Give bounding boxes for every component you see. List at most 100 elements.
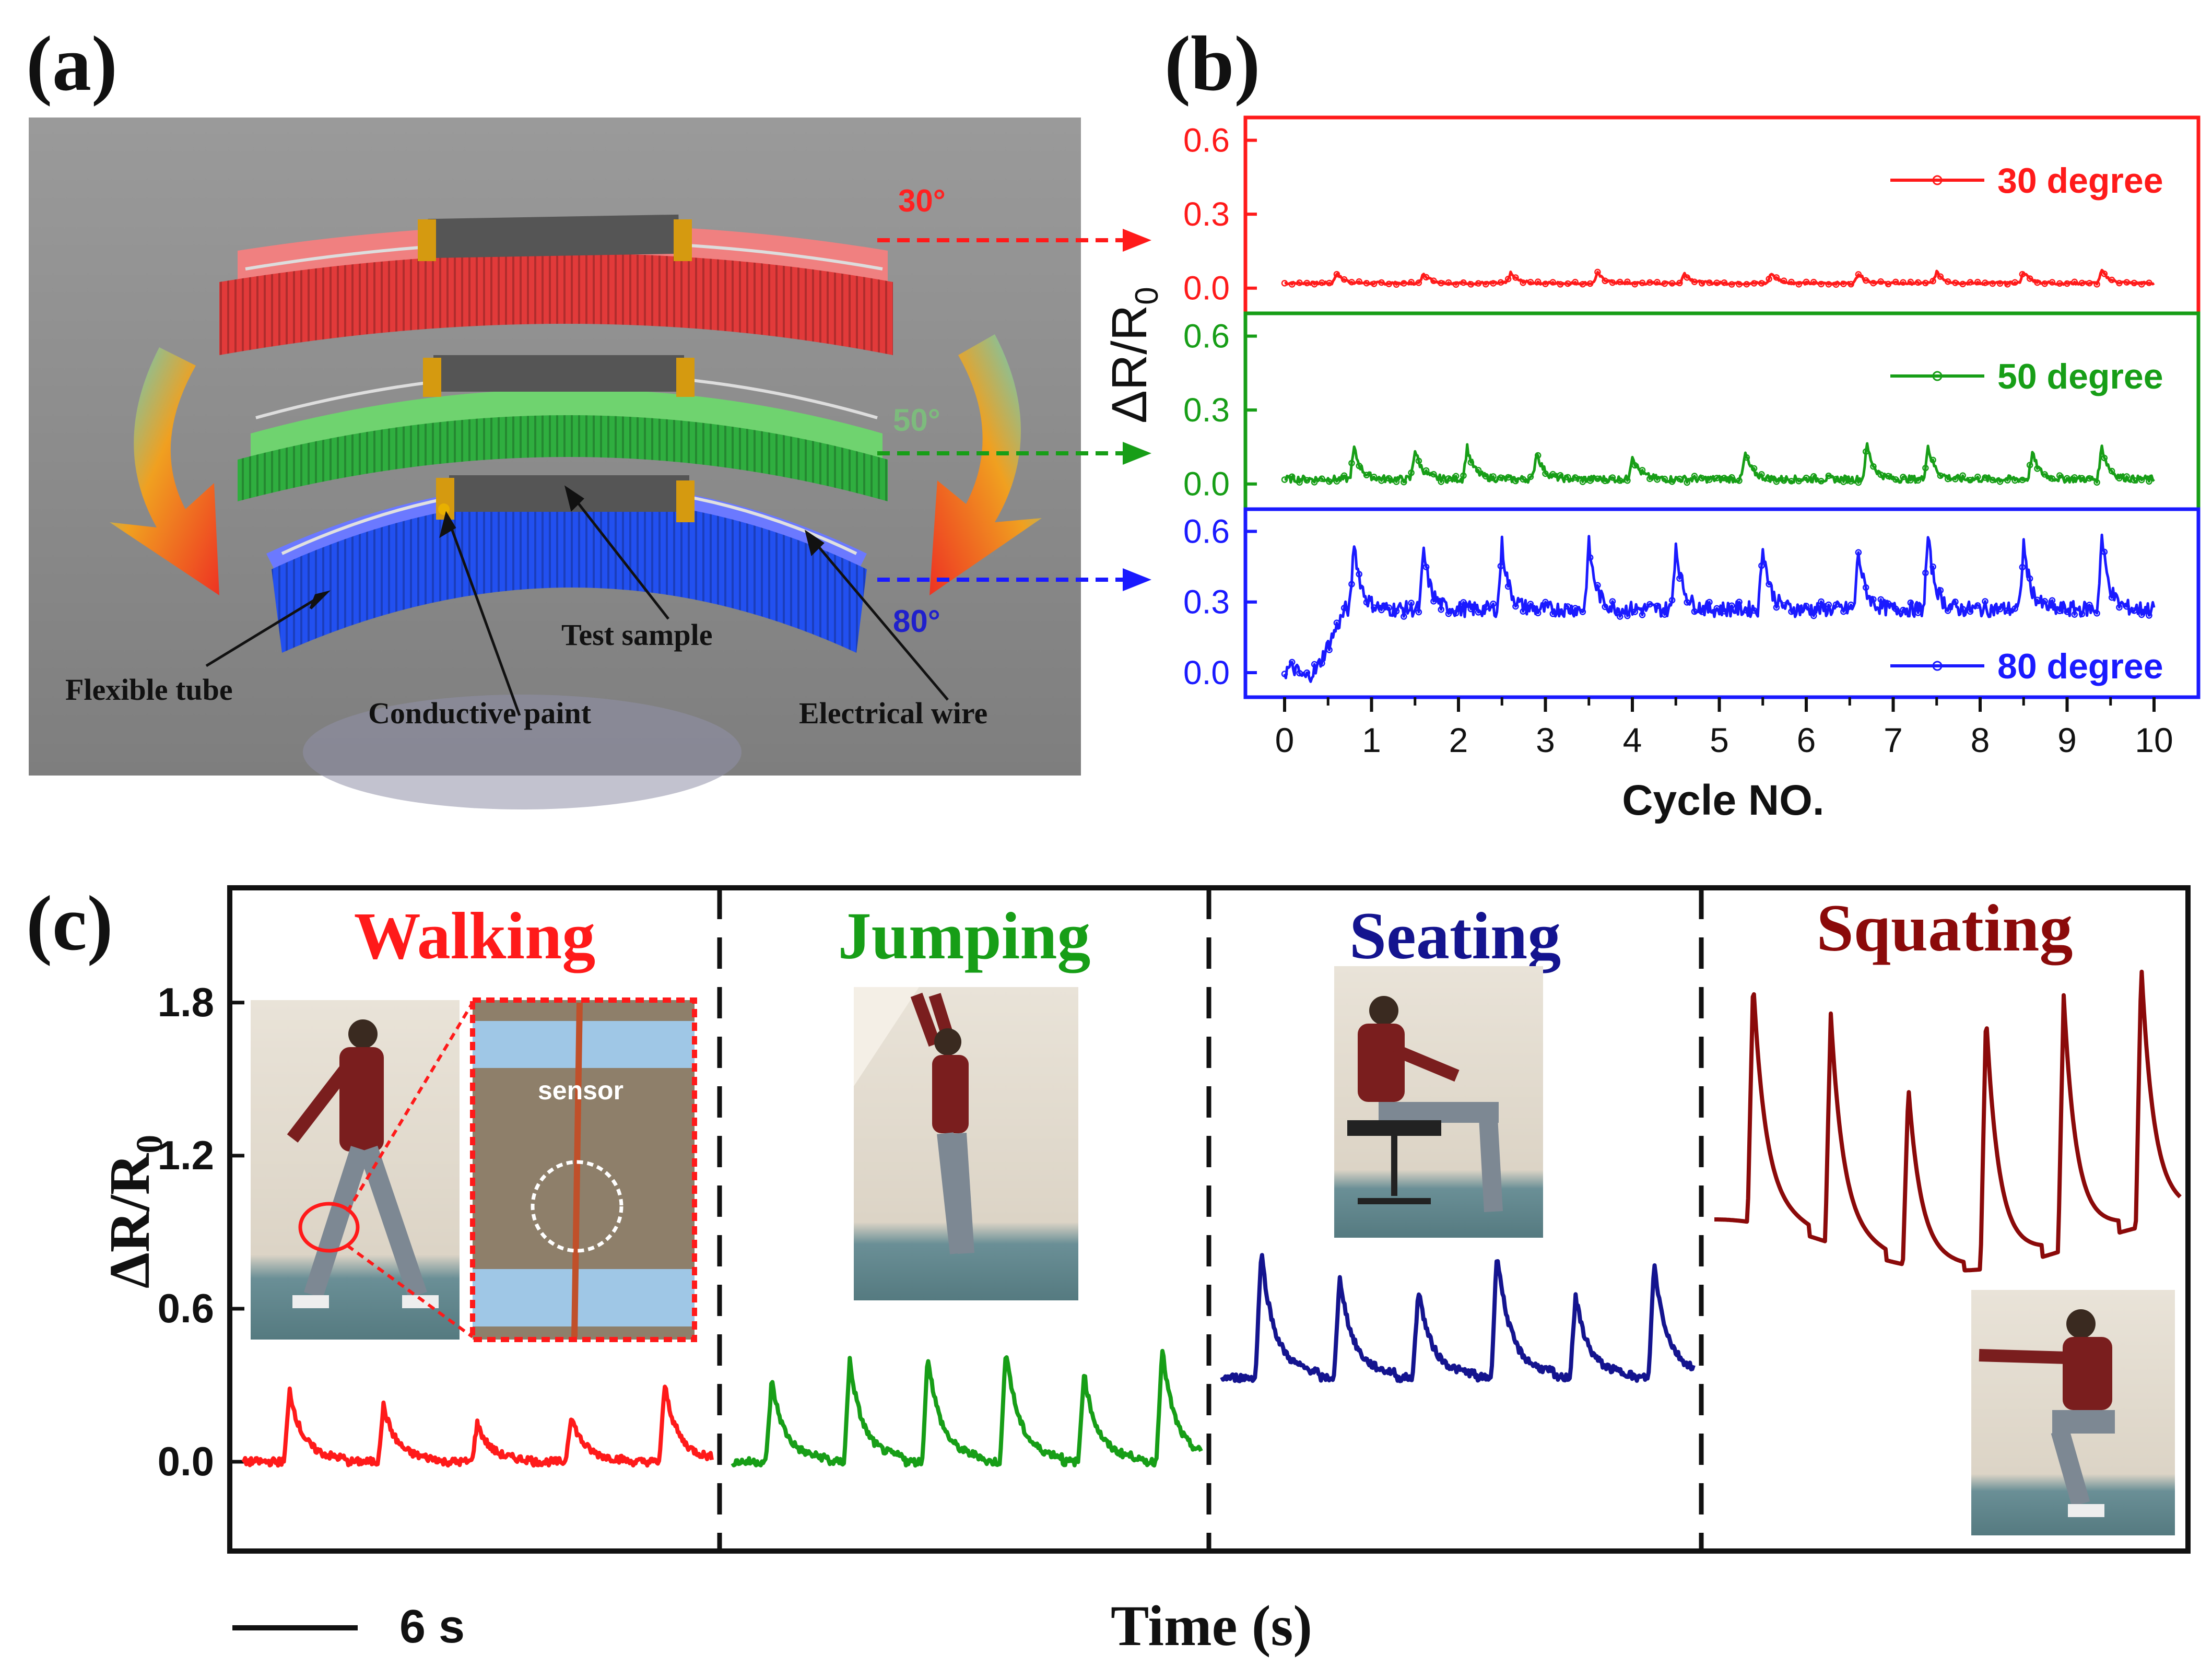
series-point xyxy=(1750,465,1758,472)
series-point xyxy=(1602,477,1608,485)
series-point xyxy=(1378,477,1385,484)
trace-walking xyxy=(241,1384,714,1468)
series-point xyxy=(1937,273,1944,280)
series-point xyxy=(2026,275,2033,282)
series-point xyxy=(1743,454,1750,461)
series-point xyxy=(1557,608,1564,615)
y-tick-label: 0.3 xyxy=(1183,583,1230,621)
series-point xyxy=(1534,609,1542,617)
curved-arrow-right-icon xyxy=(929,334,1042,595)
series-point xyxy=(2019,476,2026,484)
series-point xyxy=(1631,462,1639,469)
x-tick-label: 10 xyxy=(2135,721,2173,759)
series-point xyxy=(2064,280,2070,287)
series-point xyxy=(1430,598,1437,605)
series-point xyxy=(1713,279,1720,286)
series-line-80-degree xyxy=(1283,533,2156,683)
legend-label: 30 degree xyxy=(1997,161,2163,201)
series-point xyxy=(1378,279,1385,286)
series-point xyxy=(1356,462,1362,469)
series-point xyxy=(1430,277,1437,284)
series-point xyxy=(1564,474,1571,481)
series-point xyxy=(1340,604,1348,612)
series-point xyxy=(2086,279,2093,287)
series-point xyxy=(1415,279,1422,286)
series-point xyxy=(1542,598,1549,606)
series-point xyxy=(1810,473,1817,480)
series-point xyxy=(2116,279,2123,287)
series-point xyxy=(1818,280,1825,288)
series-point xyxy=(1870,463,1877,470)
series-point xyxy=(1803,474,1810,482)
series-point xyxy=(2093,610,2100,617)
series-point xyxy=(1296,479,1303,486)
series-point xyxy=(1586,554,1594,561)
series-point xyxy=(1452,281,1460,288)
series-point xyxy=(2011,605,2018,612)
y-tick-label: 0.6 xyxy=(158,1285,214,1331)
series-point xyxy=(1415,457,1422,464)
series-point xyxy=(2071,278,2078,286)
series-point xyxy=(1795,281,1802,288)
series-point xyxy=(1944,475,1951,483)
scene-floor-shadow xyxy=(303,695,742,809)
series-point xyxy=(1333,271,1340,278)
series-point xyxy=(1840,280,1847,287)
series-point xyxy=(1691,278,1698,286)
panel-c-xlabel: Time (s) xyxy=(1111,1594,1312,1658)
photo-walking xyxy=(251,1000,474,1340)
angle-50-label: 50° xyxy=(893,403,940,438)
series-point xyxy=(1281,671,1288,677)
series-point xyxy=(1616,278,1623,286)
series-point xyxy=(1579,608,1586,615)
series-point xyxy=(1646,601,1653,608)
series-point xyxy=(1311,280,1318,288)
label-electrical-wire: Electrical wire xyxy=(799,696,987,730)
series-point xyxy=(2123,279,2130,286)
series-point xyxy=(1788,608,1795,615)
series-point xyxy=(2138,281,2145,288)
series-point xyxy=(1572,474,1579,481)
series-point xyxy=(1422,467,1430,474)
series-point xyxy=(1497,562,1504,570)
series-point xyxy=(1698,608,1705,615)
series-point xyxy=(1795,605,1802,612)
series-point xyxy=(1885,280,1892,288)
y-tick-label: 0.6 xyxy=(1183,318,1230,355)
series-point xyxy=(1929,277,1936,285)
series-point xyxy=(1736,477,1743,484)
y-tick-label: 1.8 xyxy=(158,979,214,1025)
series-point xyxy=(2138,611,2145,618)
x-tick-label: 8 xyxy=(1971,721,1990,759)
x-tick-label: 3 xyxy=(1536,721,1555,759)
y-tick-label: 1.2 xyxy=(158,1132,214,1178)
series-point xyxy=(1549,279,1557,286)
photo-squating xyxy=(1971,1290,2175,1535)
series-point xyxy=(1900,606,1907,614)
series-point xyxy=(1907,278,1914,286)
series-point xyxy=(1862,277,1869,284)
tube-50-degree xyxy=(238,355,888,501)
panel-c-ylabel-main: ΔR/R xyxy=(98,1153,161,1288)
series-point xyxy=(2146,279,2152,286)
series-point xyxy=(1319,660,1325,667)
x-tick-label: 5 xyxy=(1710,721,1729,759)
series-point xyxy=(1393,478,1400,485)
series-point xyxy=(1289,281,1296,288)
y-tick-label: 0.3 xyxy=(1183,391,1230,429)
series-point xyxy=(1497,279,1504,286)
series-point xyxy=(1885,600,1892,607)
series-point xyxy=(1929,563,1936,570)
series-point xyxy=(1773,478,1780,485)
legend-label: 80 degree xyxy=(1997,647,2163,686)
series-point xyxy=(1877,278,1884,285)
series-point xyxy=(1586,477,1594,484)
series-point xyxy=(1848,478,1854,485)
series-point xyxy=(2026,462,2033,468)
angle-80-label: 80° xyxy=(893,604,940,639)
series-point xyxy=(2093,479,2100,486)
series-point xyxy=(1319,279,1325,286)
series-point xyxy=(2004,607,2011,614)
series-point xyxy=(1542,280,1549,287)
series-point xyxy=(1438,606,1444,613)
